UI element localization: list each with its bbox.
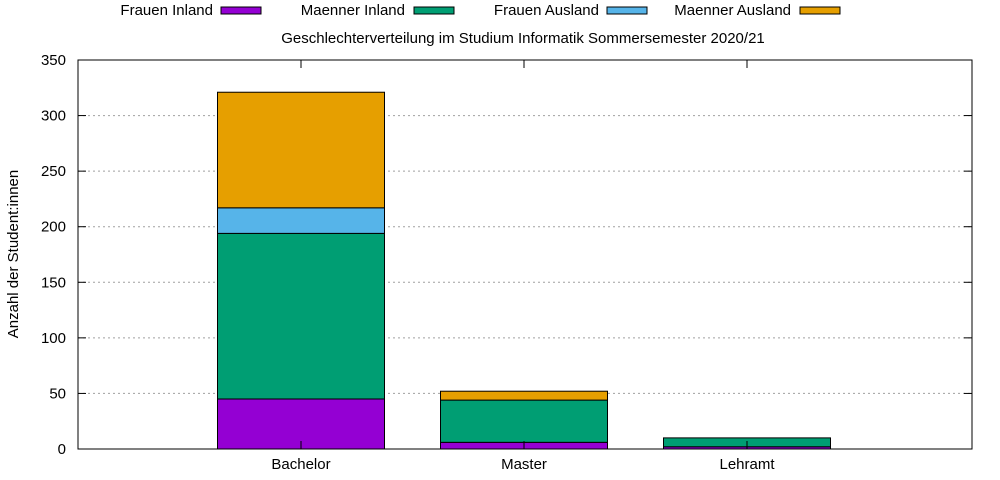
legend-label: Maenner Ausland — [674, 2, 791, 19]
chart-title: Geschlechterverteilung im Studium Inform… — [281, 30, 765, 47]
y-axis: 0 50 100 150 200 250 300 350 — [41, 52, 972, 458]
x-tick-label: Master — [501, 456, 547, 473]
legend-label: Maenner Inland — [301, 2, 405, 19]
bar-segment — [217, 232, 385, 400]
y-tick-label: 0 — [58, 441, 66, 458]
legend-swatch — [606, 6, 648, 15]
y-tick-label: 250 — [41, 163, 66, 180]
bar-segment — [440, 399, 608, 443]
legend-swatch — [413, 6, 455, 15]
bar-segment — [217, 398, 385, 450]
legend-label: Frauen Ausland — [494, 2, 599, 19]
y-tick-label: 200 — [41, 219, 66, 236]
legend-swatch — [220, 6, 262, 15]
legend-label: Frauen Inland — [120, 2, 213, 19]
y-tick-label: 300 — [41, 108, 66, 125]
y-axis-label: Anzahl der Student:innen — [5, 170, 22, 338]
legend: Frauen Inland Maenner Inland Frauen Auslan… — [120, 2, 841, 19]
y-tick-label: 100 — [41, 330, 66, 347]
y-tick-label: 50 — [49, 385, 66, 402]
x-tick-label: Lehramt — [719, 456, 775, 473]
plot-frame — [77, 59, 973, 450]
bar-segment — [440, 390, 608, 401]
bars — [217, 91, 831, 450]
x-axis: Bachelor Master Lehramt — [271, 60, 775, 473]
bar-segment — [217, 207, 385, 234]
bar-segment — [217, 91, 385, 209]
x-tick-label: Bachelor — [271, 456, 330, 473]
y-tick-label: 150 — [41, 274, 66, 291]
y-tick-label: 350 — [41, 52, 66, 69]
legend-swatch — [799, 6, 841, 15]
grid — [78, 115, 972, 394]
